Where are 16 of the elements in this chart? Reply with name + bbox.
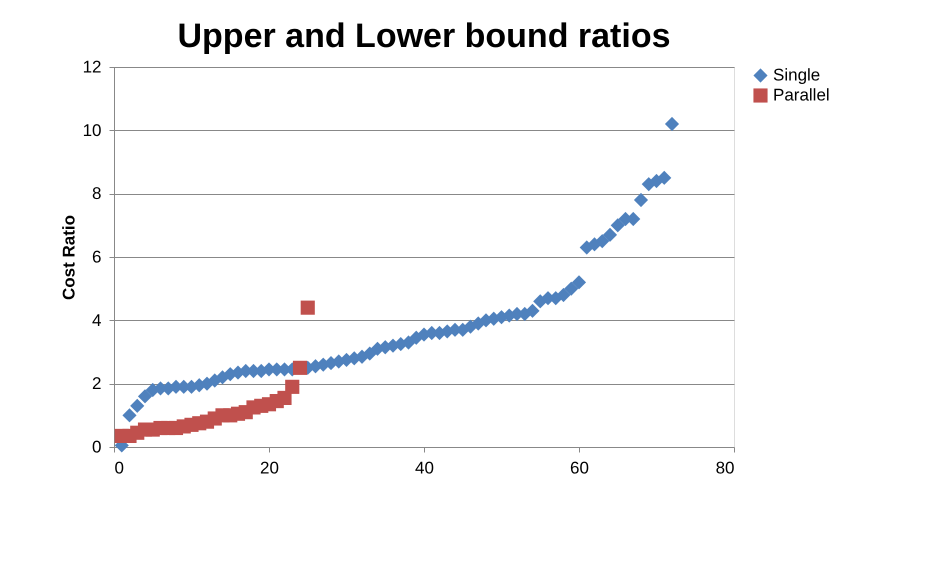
y-tick-label: 4 [92, 310, 102, 330]
x-tick-label: 0 [114, 458, 124, 478]
y-tick-label: 12 [82, 58, 102, 76]
x-tick-label: 40 [415, 458, 434, 478]
y-tick-label: 8 [92, 184, 102, 204]
y-tick-label: 10 [82, 120, 102, 140]
legend-label: Parallel [773, 86, 830, 104]
legend-label: Single [773, 66, 820, 84]
y-tick-label: 2 [92, 374, 102, 394]
x-tick-label: 20 [260, 458, 279, 478]
x-tick-label: 60 [570, 458, 589, 478]
y-axis-title: Cost Ratio [60, 215, 79, 300]
y-tick-label: 6 [92, 248, 102, 266]
chart-title: Upper and Lower bound ratios [177, 17, 671, 55]
y-tick-label: 0 [92, 438, 102, 456]
x-tick-label: 80 [716, 458, 734, 478]
